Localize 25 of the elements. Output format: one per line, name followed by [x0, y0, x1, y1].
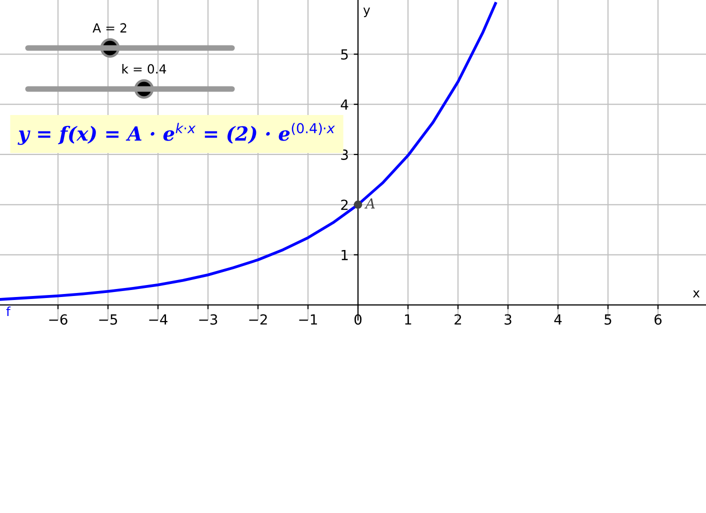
x-tick-label: 3: [504, 314, 512, 325]
y-tick-label: 2: [341, 200, 348, 210]
y-tick-label: 1: [342, 250, 348, 260]
x-tick-label: 6: [654, 314, 662, 325]
x-tick-label: −4: [149, 314, 168, 325]
x-tick-label: 2: [454, 314, 462, 325]
series-label: f: [6, 306, 11, 316]
x-tick-label: −3: [199, 314, 218, 325]
x-tick-label: −6: [49, 314, 68, 325]
annotation: k = 0.4: [122, 64, 166, 74]
x-tick-label: −5: [99, 314, 118, 325]
y-axis-title: y: [363, 8, 370, 18]
x-tick-label: −1: [299, 314, 317, 325]
x-tick-label: 5: [604, 314, 612, 325]
line-series: [0, 2, 497, 301]
annotation: y = f(x) = A · e$^{k·x}$ = (2) · e$^{(0.4)·x}$: [18, 122, 335, 145]
x-tick-label: 4: [554, 314, 562, 325]
x-tick-label: 0: [354, 314, 362, 325]
y-tick-label: 4: [340, 99, 348, 110]
annotation: A = 2: [92, 23, 126, 32]
x-tick-label: 1: [405, 314, 412, 325]
x-tick-label: −2: [249, 314, 267, 325]
y-tick-label: 5: [341, 49, 348, 60]
series-label: A: [364, 198, 375, 208]
x-axis-title: x: [692, 290, 700, 298]
